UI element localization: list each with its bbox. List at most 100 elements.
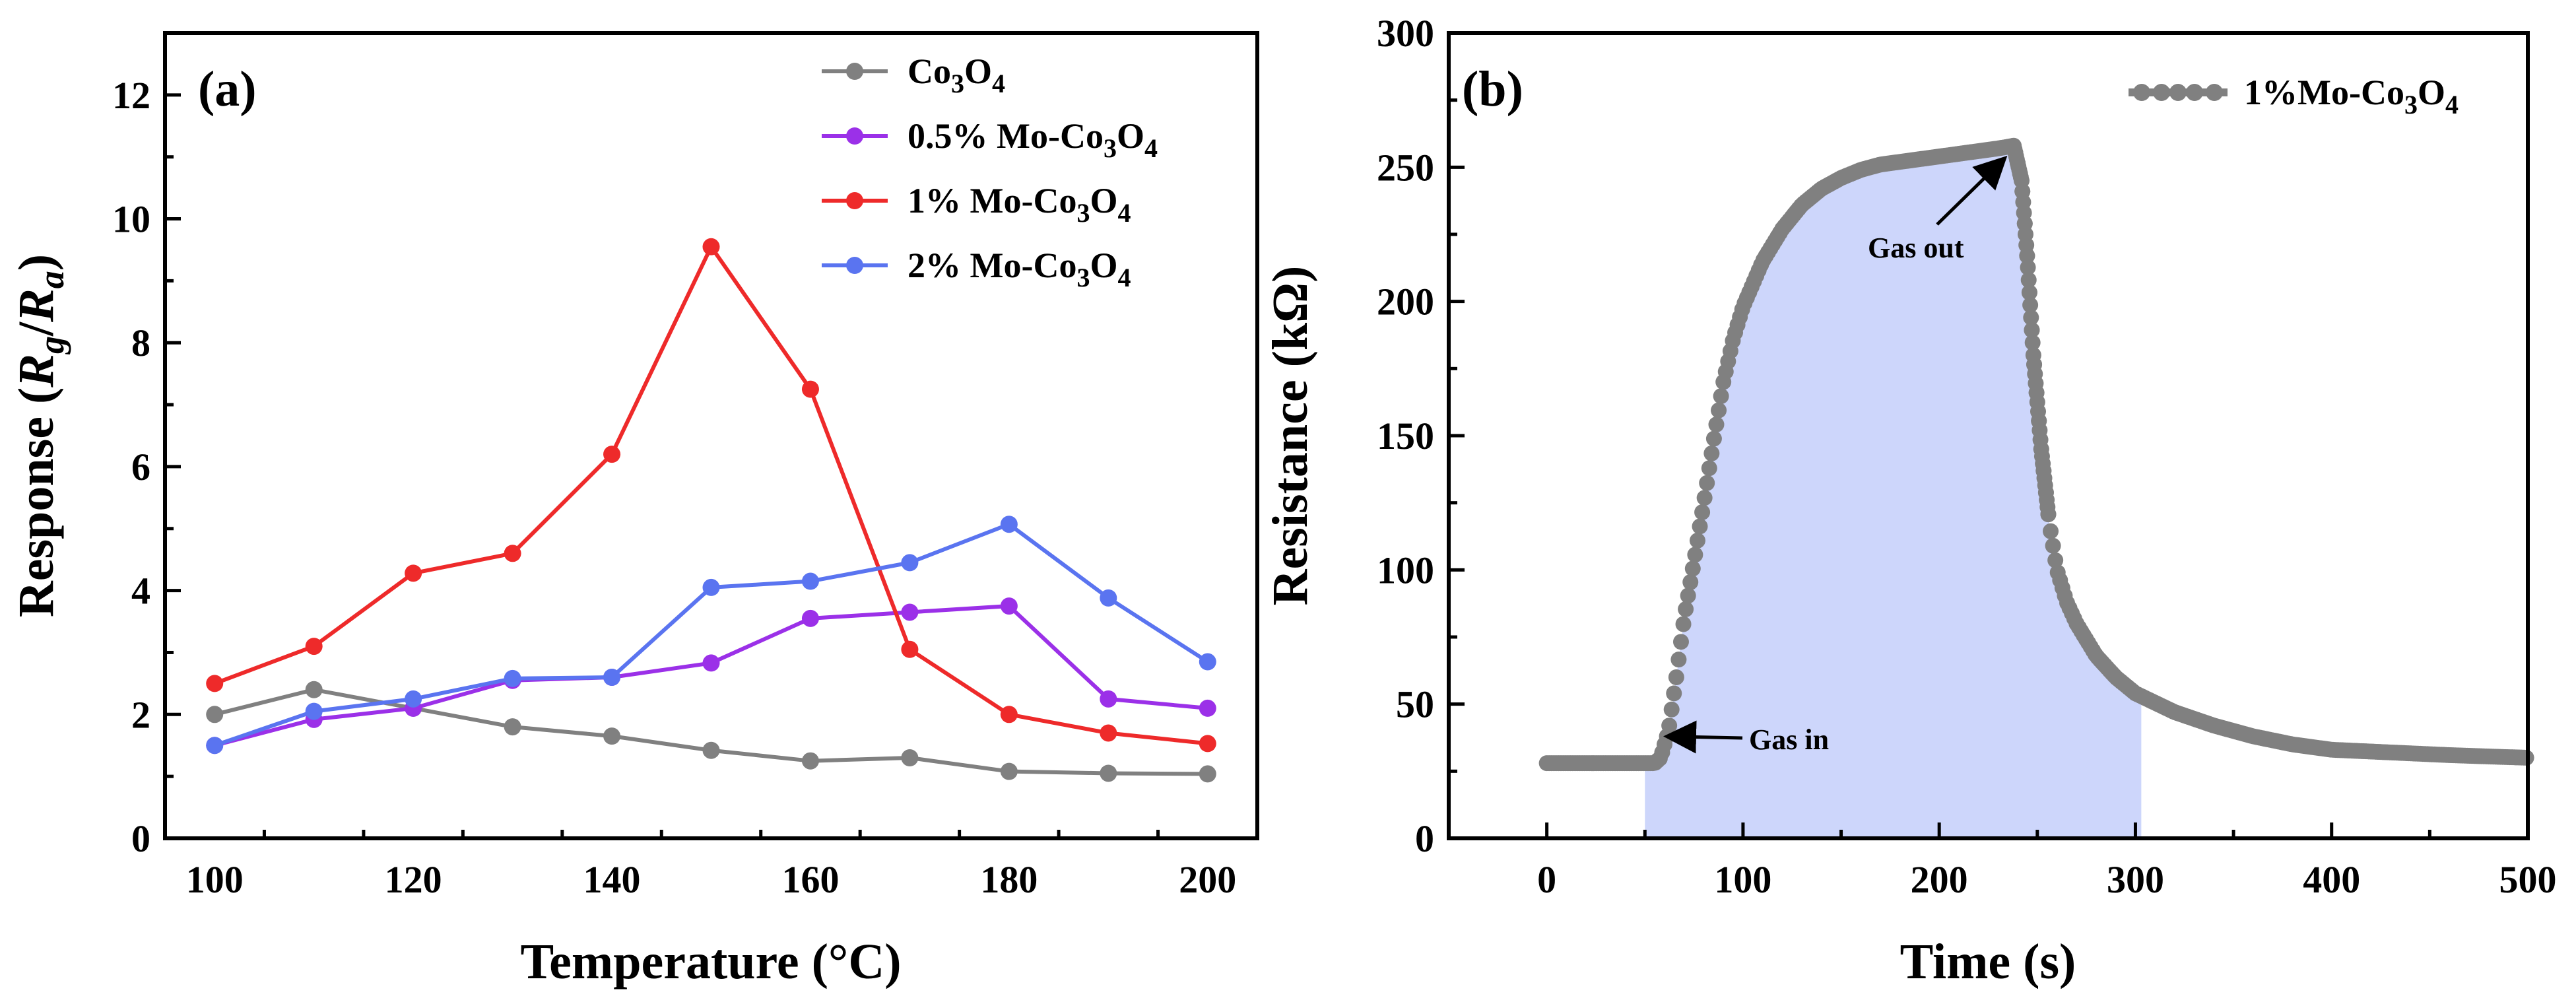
y-tick-label: 0 <box>131 817 150 860</box>
data-point <box>2024 335 2041 351</box>
data-point <box>1705 430 1722 447</box>
y-tick-label: 250 <box>1377 146 1434 189</box>
legend-swatch-marker <box>846 127 863 145</box>
data-point <box>1701 460 1717 477</box>
data-point <box>1199 653 1216 671</box>
panel-b-annotations: Gas in Gas out <box>1663 155 2008 756</box>
legend-label: Co3O4 <box>908 51 1005 98</box>
legend-swatch-marker <box>2153 84 2170 101</box>
data-point <box>1699 475 1715 491</box>
data-point <box>603 446 621 463</box>
y-tick-label: 150 <box>1377 415 1434 457</box>
data-point <box>405 564 422 582</box>
x-tick-label: 120 <box>385 858 442 901</box>
legend-label: 2% Mo-Co3O4 <box>908 246 1131 292</box>
y-tick-label: 0 <box>1415 817 1434 860</box>
y-tick-label: 4 <box>131 570 150 613</box>
x-tick-label: 200 <box>1911 858 1968 901</box>
legend-label: 1% Mo-Co3O4 <box>908 181 1131 228</box>
data-point <box>1000 516 1018 533</box>
data-point <box>2024 322 2040 339</box>
panel-a-y-axis-title: Response (Rg/Ra) <box>9 254 71 617</box>
data-point <box>1682 574 1699 590</box>
panel-a: 100 120 140 160 180 200 0 2 4 6 8 10 12 (a) Temperat… <box>9 31 1259 989</box>
panel-b-x-axis-title: Time (s) <box>1900 934 2076 989</box>
legend-swatch-marker <box>2206 84 2223 101</box>
legend-swatch-marker <box>846 63 863 80</box>
x-tick-label: 200 <box>1179 858 1236 901</box>
data-point <box>1668 669 1684 685</box>
x-tick-label: 300 <box>2107 858 2164 901</box>
panel-a-x-axis-title: Temperature (°C) <box>520 934 901 989</box>
data-point <box>1100 589 1117 607</box>
data-point <box>206 737 224 754</box>
data-point <box>901 554 919 572</box>
gas-exposure-shaded-region <box>1645 145 2142 838</box>
data-point <box>901 749 919 766</box>
data-point <box>801 380 819 398</box>
data-point <box>2043 523 2059 539</box>
panel-a-ticks: 100 120 140 160 180 200 0 2 4 6 8 10 12 <box>112 31 1259 901</box>
data-point <box>1661 718 1678 734</box>
panel-b-legend: 1%Mo-Co3O4 <box>2129 73 2459 119</box>
panel-a-frame <box>163 31 1259 840</box>
x-tick-label: 0 <box>1537 858 1556 901</box>
legend-label: 1%Mo-Co3O4 <box>2244 73 2459 119</box>
data-point <box>2019 248 2035 264</box>
data-point <box>1696 490 1713 506</box>
series-line-0 <box>214 687 1208 776</box>
data-point <box>1199 735 1216 753</box>
data-point <box>1689 532 1705 549</box>
y-tick-label: 10 <box>112 198 150 241</box>
y-tick-label: 8 <box>131 321 150 364</box>
panel-b-y-axis-title: Resistance (kΩ) <box>1263 266 1318 606</box>
gas-out-arrow <box>1936 155 2008 226</box>
data-point <box>901 603 919 621</box>
data-point <box>1000 706 1018 723</box>
data-point <box>206 675 224 692</box>
data-point <box>1199 699 1216 717</box>
data-point <box>702 741 720 759</box>
x-tick-label: 500 <box>2499 858 2557 901</box>
data-point <box>504 669 521 687</box>
data-point <box>2045 537 2061 554</box>
data-point <box>603 727 621 745</box>
data-point <box>1000 597 1018 615</box>
legend-swatch-marker <box>846 257 863 274</box>
data-point <box>1675 616 1692 632</box>
data-point <box>1687 547 1703 563</box>
data-point <box>1680 587 1696 604</box>
legend-swatch-marker <box>2186 84 2203 101</box>
data-point <box>1692 518 1708 535</box>
data-point <box>504 718 521 736</box>
data-point <box>1711 402 1727 419</box>
panel-a-label: (a) <box>198 61 257 117</box>
gas-in-annotation: Gas in <box>1749 723 1829 756</box>
data-point <box>1670 652 1687 668</box>
data-point <box>2020 272 2037 288</box>
legend-label: 0.5% Mo-Co3O4 <box>908 116 1158 163</box>
data-point <box>1703 445 1720 461</box>
data-point <box>1713 388 1729 405</box>
y-tick-label: 200 <box>1377 281 1434 323</box>
data-point <box>2047 552 2064 568</box>
data-point <box>801 609 819 627</box>
data-point <box>1000 762 1018 780</box>
data-point <box>1100 724 1117 742</box>
legend-swatch-marker <box>2133 84 2150 101</box>
y-tick-label: 50 <box>1396 683 1434 726</box>
data-point <box>206 706 224 723</box>
gas-in-arrow <box>1663 720 1743 754</box>
legend-swatch-marker <box>846 192 863 209</box>
panel-b-ticks: 0 100 200 300 400 500 0 50 100 150 200 250 300 <box>1377 12 2557 901</box>
data-point <box>702 578 720 596</box>
data-point <box>702 654 720 672</box>
data-point <box>1666 685 1682 702</box>
panel-a-legend: Co3O4 0.5% Mo-Co3O4 1% Mo-Co3O4 2% Mo-Co3O4 <box>822 51 1158 292</box>
x-tick-label: 180 <box>980 858 1038 901</box>
x-tick-label: 160 <box>781 858 839 901</box>
data-point <box>504 545 521 562</box>
gas-out-annotation: Gas out <box>1868 232 1964 264</box>
x-tick-label: 100 <box>186 858 244 901</box>
y-tick-label: 100 <box>1377 549 1434 591</box>
